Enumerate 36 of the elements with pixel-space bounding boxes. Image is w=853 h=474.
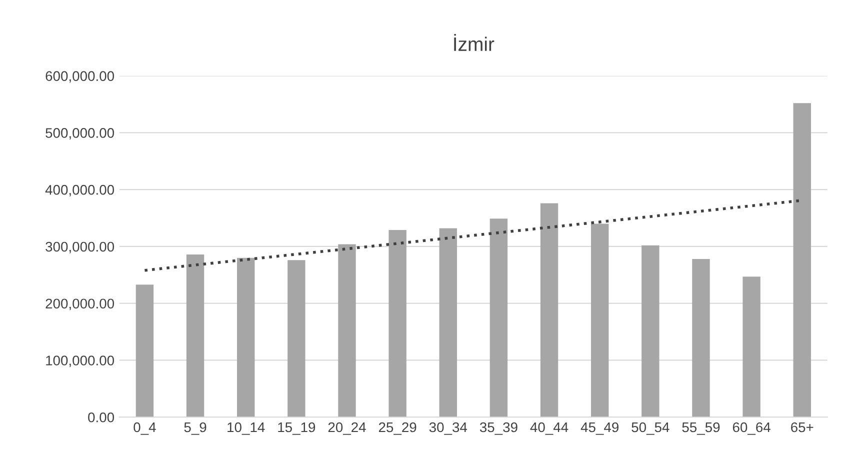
bar	[692, 258, 710, 418]
bar	[186, 254, 204, 418]
bar	[590, 224, 609, 418]
bar	[540, 203, 558, 418]
x-tick-label: 5_9	[184, 422, 206, 435]
x-tick-label: 35_39	[480, 422, 518, 435]
x-tick-label: 40_44	[530, 422, 568, 435]
x-tick-label: 20_24	[328, 422, 366, 435]
bar	[793, 103, 811, 418]
x-tick-label: 45_49	[580, 422, 618, 435]
bar	[642, 245, 660, 418]
y-tick-label: 200,000.00	[46, 298, 114, 310]
x-tick-label: 0_4	[134, 422, 156, 435]
x-tick-label: 60_64	[732, 422, 770, 435]
bar	[236, 258, 255, 418]
x-tick-label: 15_19	[278, 422, 316, 435]
bar	[338, 244, 356, 418]
y-tick-label: 400,000.00	[45, 184, 114, 196]
x-tick-label: 25_29	[378, 422, 416, 435]
y-tick-label: 500,000.00	[46, 128, 114, 140]
bar	[490, 218, 508, 418]
bar	[439, 228, 457, 418]
y-tick-label: 100,000.00	[46, 356, 114, 368]
bar	[288, 260, 306, 418]
y-tick-label: 300,000.00	[46, 242, 114, 254]
chart-title: İzmir	[454, 34, 494, 51]
x-tick-label: 55_59	[682, 422, 720, 435]
bar	[742, 276, 760, 418]
x-tick-label: 50_54	[632, 422, 670, 435]
bar	[388, 230, 406, 418]
x-tick-label: 10_14	[228, 422, 265, 435]
bar	[136, 284, 154, 418]
y-tick-label: 600,000.00	[46, 71, 114, 83]
y-tick-label: 0.00	[88, 412, 114, 422]
x-tick-label: 30_34	[429, 422, 468, 435]
x-tick-label: 65+	[791, 422, 814, 432]
